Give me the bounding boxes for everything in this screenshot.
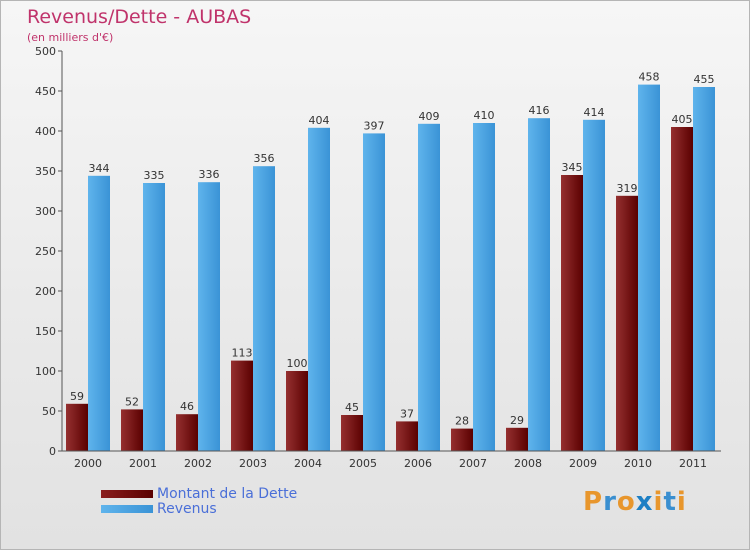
data-label: 113 bbox=[232, 347, 253, 360]
data-label: 345 bbox=[562, 161, 583, 174]
y-axis: 0 50 100 150 200 250 300 350 400 450 500 bbox=[35, 45, 63, 458]
x-axis: 2000 2001 2002 2003 2004 2005 2006 2007 2008 2009… bbox=[62, 450, 721, 470]
bar-revenus bbox=[143, 183, 165, 451]
bar-revenus bbox=[638, 84, 660, 451]
logo-letter: t bbox=[663, 487, 677, 517]
chart-subtitle: (en milliers d'€) bbox=[27, 31, 114, 44]
data-label: 455 bbox=[694, 73, 715, 86]
data-label: 52 bbox=[125, 395, 139, 408]
y-tick-label: 250 bbox=[35, 245, 56, 258]
data-label: 416 bbox=[529, 104, 550, 117]
x-tick-label: 2005 bbox=[349, 457, 377, 470]
x-tick-label: 2001 bbox=[129, 457, 157, 470]
x-tick-label: 2011 bbox=[679, 457, 707, 470]
proxiti-logo: Proxiti bbox=[583, 487, 687, 517]
legend-swatch-dette bbox=[101, 490, 153, 498]
x-tick-label: 2009 bbox=[569, 457, 597, 470]
y-tick-label: 0 bbox=[49, 445, 56, 458]
bar-revenus bbox=[418, 123, 440, 452]
data-label: 409 bbox=[419, 110, 440, 123]
data-label: 100 bbox=[287, 357, 308, 370]
x-tick-label: 2008 bbox=[514, 457, 542, 470]
data-label: 405 bbox=[672, 113, 693, 126]
bar-dette bbox=[396, 421, 418, 451]
x-tick-label: 2004 bbox=[294, 457, 322, 470]
y-tick-label: 350 bbox=[35, 165, 56, 178]
logo-letter: r bbox=[603, 487, 617, 517]
bar-dette bbox=[176, 414, 198, 451]
bar-dette bbox=[286, 371, 308, 451]
x-tick-label: 2007 bbox=[459, 457, 487, 470]
legend-swatch-revenus bbox=[101, 505, 153, 513]
bar-revenus bbox=[528, 118, 550, 451]
chart-title: Revenus/Dette - AUBAS bbox=[27, 6, 252, 28]
logo-letter: P bbox=[583, 487, 604, 517]
data-label: 319 bbox=[617, 182, 638, 195]
bar-dette bbox=[121, 409, 143, 451]
x-tick-label: 2006 bbox=[404, 457, 432, 470]
bars: 59 344 52 335 46 336 113 356 100 404 45 397 37 409 28 4… bbox=[66, 71, 715, 452]
data-label: 29 bbox=[510, 414, 524, 427]
y-tick-label: 150 bbox=[35, 325, 56, 338]
x-tick-label: 2002 bbox=[184, 457, 212, 470]
data-label: 46 bbox=[180, 400, 194, 413]
bar-dette bbox=[671, 127, 693, 451]
data-label: 336 bbox=[199, 168, 220, 181]
y-tick-label: 100 bbox=[35, 365, 56, 378]
y-tick-label: 500 bbox=[35, 45, 56, 58]
y-tick-label: 50 bbox=[42, 405, 56, 418]
bar-dette bbox=[66, 403, 88, 451]
y-tick-label: 450 bbox=[35, 85, 56, 98]
bar-dette bbox=[616, 195, 638, 451]
bar-revenus bbox=[88, 175, 110, 452]
data-label: 344 bbox=[89, 162, 110, 175]
bar-revenus bbox=[253, 166, 275, 451]
bar-revenus bbox=[473, 123, 495, 451]
data-label: 59 bbox=[70, 390, 84, 403]
bar-revenus bbox=[583, 119, 605, 452]
data-label: 458 bbox=[639, 71, 660, 84]
x-tick-label: 2010 bbox=[624, 457, 652, 470]
logo-letter: i bbox=[676, 487, 687, 517]
logo-letter: x bbox=[635, 487, 654, 517]
bar-dette bbox=[341, 415, 363, 451]
bar-revenus bbox=[198, 182, 220, 451]
bar-revenus bbox=[308, 127, 330, 452]
y-tick-label: 200 bbox=[35, 285, 56, 298]
y-tick-label: 300 bbox=[35, 205, 56, 218]
data-label: 397 bbox=[364, 119, 385, 132]
data-label: 45 bbox=[345, 401, 359, 414]
data-label: 404 bbox=[309, 114, 330, 127]
bar-revenus bbox=[363, 133, 385, 451]
data-label: 37 bbox=[400, 407, 414, 420]
legend-label-revenus: Revenus bbox=[157, 501, 217, 517]
bar-dette bbox=[506, 427, 528, 451]
bar-dette bbox=[231, 360, 253, 451]
bar-dette bbox=[561, 175, 583, 451]
logo-letter: o bbox=[616, 487, 636, 517]
bar-dette bbox=[451, 428, 473, 451]
data-label: 28 bbox=[455, 415, 469, 428]
data-label: 414 bbox=[584, 106, 605, 119]
bar-revenus bbox=[693, 87, 715, 451]
x-tick-label: 2000 bbox=[74, 457, 102, 470]
data-label: 410 bbox=[474, 109, 495, 122]
legend-label-dette: Montant de la Dette bbox=[157, 486, 298, 502]
y-tick-label: 400 bbox=[35, 125, 56, 138]
logo-letter: i bbox=[653, 487, 664, 517]
x-tick-label: 2003 bbox=[239, 457, 267, 470]
data-label: 356 bbox=[254, 152, 275, 165]
data-label: 335 bbox=[144, 169, 165, 182]
